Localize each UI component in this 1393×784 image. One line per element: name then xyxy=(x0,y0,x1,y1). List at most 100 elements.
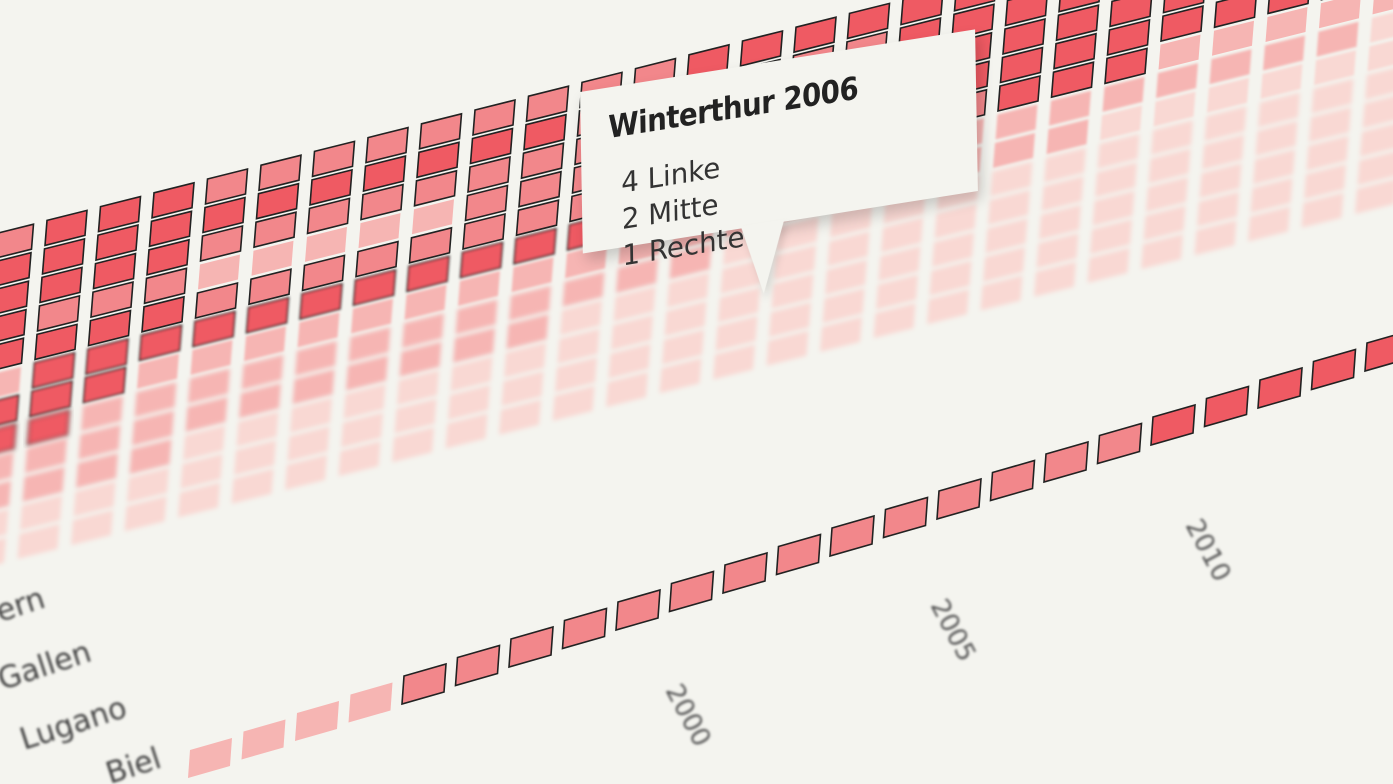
heatmap-cell[interactable] xyxy=(255,182,300,220)
heatmap-cell[interactable] xyxy=(95,224,139,262)
heatmap-cell[interactable] xyxy=(251,240,294,276)
highlighted-row-cell[interactable] xyxy=(295,701,339,741)
heatmap-cell[interactable] xyxy=(881,217,923,253)
heatmap-cell[interactable] xyxy=(418,112,463,150)
heatmap-cell[interactable] xyxy=(467,155,511,194)
heatmap-cell[interactable] xyxy=(878,246,921,282)
heatmap-cell[interactable] xyxy=(513,227,557,265)
heatmap-cell[interactable] xyxy=(1207,77,1249,113)
heatmap-cell[interactable] xyxy=(137,353,179,389)
heatmap-cell[interactable] xyxy=(124,496,167,532)
heatmap-cell[interactable] xyxy=(199,224,244,263)
heatmap-cell[interactable] xyxy=(846,2,891,40)
heatmap-cell[interactable] xyxy=(90,281,134,319)
heatmap-cell[interactable] xyxy=(606,372,648,408)
heatmap-cell[interactable] xyxy=(178,482,220,518)
heatmap-cell[interactable] xyxy=(499,399,541,435)
heatmap-cell[interactable] xyxy=(202,196,246,234)
highlighted-row-cell[interactable] xyxy=(829,514,875,558)
heatmap-cell[interactable] xyxy=(0,223,35,259)
heatmap-cell[interactable] xyxy=(0,480,11,516)
heatmap-cell[interactable] xyxy=(520,142,565,180)
highlighted-row-cell[interactable] xyxy=(454,644,501,687)
heatmap-cell[interactable] xyxy=(78,424,121,460)
heatmap-cell[interactable] xyxy=(311,140,356,178)
heatmap-cell[interactable] xyxy=(997,74,1041,113)
heatmap-cell[interactable] xyxy=(458,271,500,306)
highlighted-row-cell[interactable] xyxy=(775,533,822,576)
heatmap-cell[interactable] xyxy=(132,410,174,446)
heatmap-cell[interactable] xyxy=(562,271,605,307)
heatmap-cell[interactable] xyxy=(1036,233,1079,269)
heatmap-cell[interactable] xyxy=(1102,76,1145,112)
heatmap-cell[interactable] xyxy=(41,237,86,275)
heatmap-cell[interactable] xyxy=(932,232,974,268)
heatmap-cell[interactable] xyxy=(97,195,142,233)
heatmap-cell[interactable] xyxy=(1194,220,1237,256)
heatmap-cell[interactable] xyxy=(297,312,340,348)
heatmap-cell[interactable] xyxy=(927,289,969,325)
heatmap-cell[interactable] xyxy=(1158,34,1201,70)
heatmap-cell[interactable] xyxy=(39,266,83,304)
heatmap-cell[interactable] xyxy=(662,329,704,365)
highlighted-row-cell[interactable] xyxy=(936,477,982,521)
heatmap-cell[interactable] xyxy=(1151,120,1193,156)
heatmap-cell[interactable] xyxy=(1050,61,1095,99)
heatmap-cell[interactable] xyxy=(26,408,71,446)
heatmap-cell[interactable] xyxy=(1092,190,1135,226)
heatmap-cell[interactable] xyxy=(1041,176,1084,212)
heatmap-cell[interactable] xyxy=(450,356,493,392)
heatmap-cell[interactable] xyxy=(464,184,509,222)
heatmap-cell[interactable] xyxy=(343,384,386,420)
heatmap-cell[interactable] xyxy=(92,252,137,290)
heatmap-cell[interactable] xyxy=(392,427,434,463)
heatmap-cell[interactable] xyxy=(138,324,183,362)
heatmap-cell[interactable] xyxy=(1049,90,1091,126)
heatmap-cell[interactable] xyxy=(1367,36,1393,72)
heatmap-cell[interactable] xyxy=(664,301,707,337)
heatmap-cell[interactable] xyxy=(309,168,353,206)
heatmap-cell[interactable] xyxy=(36,294,81,332)
highlighted-row-cell[interactable] xyxy=(348,682,393,723)
heatmap-cell[interactable] xyxy=(31,351,76,389)
heatmap-cell[interactable] xyxy=(1053,32,1097,70)
heatmap-cell[interactable] xyxy=(715,316,758,351)
heatmap-cell[interactable] xyxy=(552,385,595,421)
heatmap-cell[interactable] xyxy=(134,382,177,418)
heatmap-cell[interactable] xyxy=(1260,64,1303,99)
heatmap-cell[interactable] xyxy=(0,280,30,316)
heatmap-cell[interactable] xyxy=(394,398,437,434)
heatmap-cell[interactable] xyxy=(239,383,281,419)
heatmap-cell[interactable] xyxy=(985,218,1028,254)
heatmap-cell[interactable] xyxy=(506,314,549,350)
heatmap-cell[interactable] xyxy=(1097,133,1140,169)
heatmap-cell[interactable] xyxy=(402,313,444,349)
heatmap-cell[interactable] xyxy=(1204,106,1247,142)
heatmap-cell[interactable] xyxy=(1100,105,1142,141)
heatmap-cell[interactable] xyxy=(180,454,223,489)
heatmap-cell[interactable] xyxy=(151,181,195,219)
heatmap-cell[interactable] xyxy=(990,161,1033,197)
heatmap-cell[interactable] xyxy=(397,370,439,406)
heatmap-cell[interactable] xyxy=(1360,122,1393,157)
heatmap-cell[interactable] xyxy=(73,481,116,517)
heatmap-cell[interactable] xyxy=(900,0,943,26)
heatmap-cell[interactable] xyxy=(934,203,977,239)
heatmap-cell[interactable] xyxy=(1316,21,1359,57)
heatmap-cell[interactable] xyxy=(611,315,653,351)
heatmap-cell[interactable] xyxy=(1104,47,1148,85)
heatmap-cell[interactable] xyxy=(1153,91,1196,127)
highlighted-row-cell[interactable] xyxy=(1364,331,1393,373)
heatmap-cell[interactable] xyxy=(306,197,351,235)
heatmap-cell[interactable] xyxy=(1106,18,1151,56)
heatmap-cell[interactable] xyxy=(1263,35,1305,71)
heatmap-cell[interactable] xyxy=(44,209,88,247)
highlighted-row-cell[interactable] xyxy=(1257,366,1303,410)
heatmap-cell[interactable] xyxy=(608,343,651,379)
heatmap-cell[interactable] xyxy=(472,98,516,137)
heatmap-cell[interactable] xyxy=(1055,4,1100,42)
heatmap-cell[interactable] xyxy=(1253,149,1295,185)
heatmap-cell[interactable] xyxy=(17,523,60,559)
heatmap-cell[interactable] xyxy=(1199,163,1242,199)
heatmap-cell[interactable] xyxy=(348,327,391,363)
